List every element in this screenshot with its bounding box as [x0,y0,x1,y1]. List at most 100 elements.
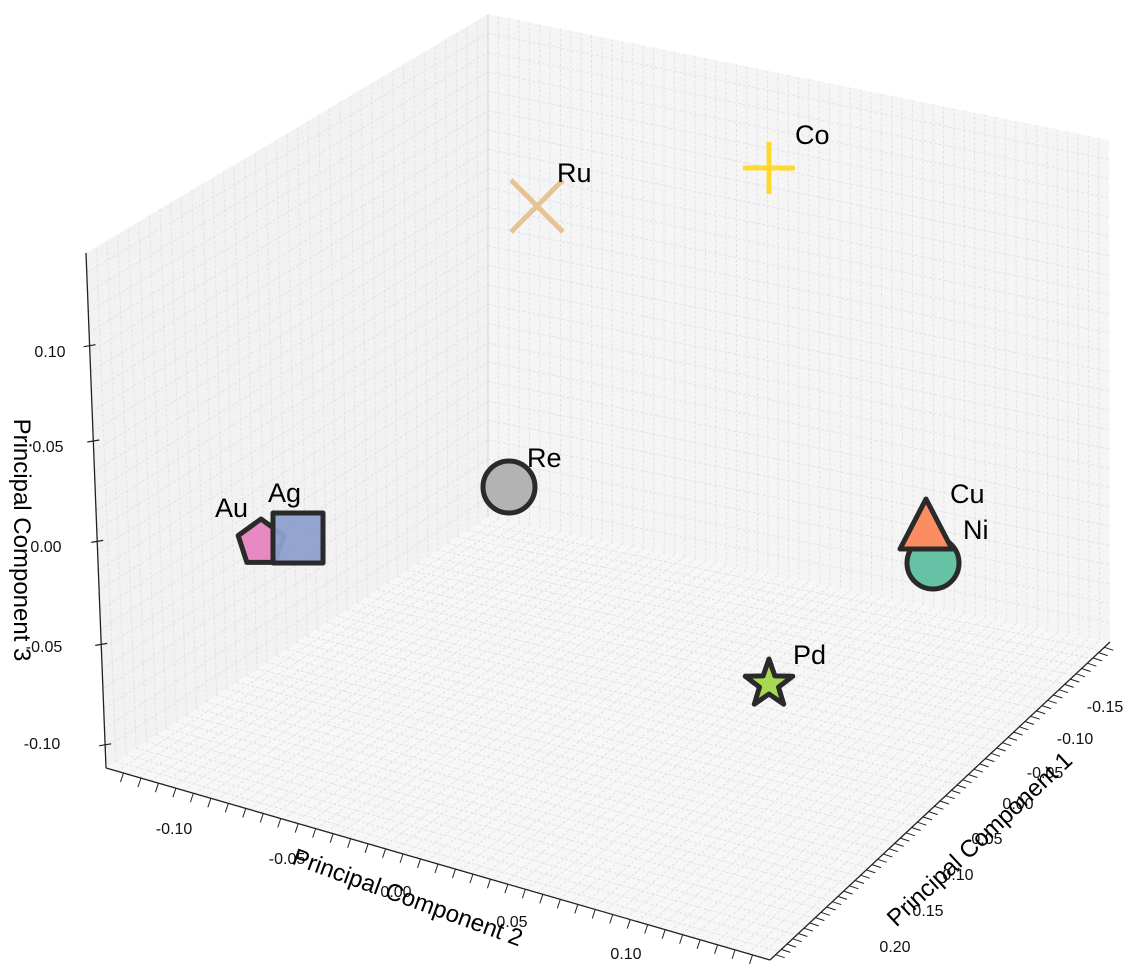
floor-gridline [186,714,842,894]
right-pane-gridline [487,226,1110,353]
z-axis-major-tick [91,539,104,543]
y-axis-minor-tick [277,818,282,828]
floor-gridline [216,537,592,801]
left-pane-gridline [104,497,489,749]
x-axis-minor-tick [1081,668,1091,672]
left-pane-gridline [88,90,489,333]
left-pane-gridline [101,400,489,650]
floor-gridline [138,522,520,779]
right-pane-gridline [487,381,1110,508]
left-pane-gridline [201,183,218,696]
floor-gridline [477,523,1102,651]
y-axis-minor-tick [347,838,352,848]
pd-marker [742,656,796,707]
x-axis-minor-tick [1075,673,1086,678]
x-axis-minor-tick [1007,736,1018,741]
au-label: Au [215,493,248,523]
floor-gridline [426,577,789,862]
left-pane-gridline [445,39,449,544]
floor-gridline [176,721,833,902]
co-label: Co [795,120,830,150]
y-axis-minor-tick [417,858,422,869]
floor-gridline [447,542,1075,676]
left-pane-gridline [339,102,348,610]
left-pane-gridline [223,171,238,683]
y-axis-minor-tick [486,878,491,889]
right-pane-gridline [1098,137,1101,640]
y-axis-minor-tick [119,772,124,783]
x-axis-minor-tick [1087,662,1097,667]
right-pane-gridline [487,187,1110,315]
x-axis-minor-tick [888,848,899,853]
floor-gridline [127,520,510,775]
right-pane-gridline [487,458,1110,585]
z-axis-major-tick [87,439,100,443]
left-pane-gridline [87,52,489,294]
left-pane-gridline [381,76,388,584]
z-axis-major-tick [99,743,112,747]
x-axis-minor-tick [968,774,978,778]
floor-gridline [570,604,924,903]
left-pane-gridline [371,83,378,590]
ru-marker [509,178,565,234]
y-axis-minor-tick [714,944,719,955]
floor-gridline [347,608,985,760]
floor-gridline [467,529,1093,660]
x-axis-minor-tick [786,943,797,948]
left-pane-gridline [97,303,489,551]
x-axis-minor-tick [1104,646,1114,651]
z-axis-line [85,252,107,769]
y-axis-minor-tick [172,788,177,798]
right-pane-gridline [487,497,1111,624]
y-axis-minor-tick [504,884,509,894]
floor-gridline [725,633,1069,948]
y-axis-minor-tick [696,939,701,949]
floor-gridline [387,582,1021,727]
right-pane-gridline [487,206,1110,334]
x-axis-minor-tick [843,890,853,895]
left-pane-gridline [349,95,358,603]
floor-gridline [226,688,878,861]
y-axis-minor-tick [451,868,456,879]
x-axis-minor-tick [877,858,887,863]
x-tick-label: 0.00 [1002,796,1033,813]
left-pane-gridline [180,196,197,709]
floor-gridline [397,575,1030,718]
y-axis-minor-tick [382,848,387,859]
x-axis-minor-tick [854,880,865,884]
floor-gridline [367,595,1003,743]
left-pane-gridline [424,51,429,557]
y-axis-minor-tick [591,909,596,919]
left-pane-gridline [89,110,489,353]
floor-gridline [636,616,986,922]
floor-gridline [304,554,675,827]
floor-gridline [404,572,769,855]
floor-gridline [315,556,686,830]
x-axis-minor-tick [979,763,989,768]
y-tick-label: 0.00 [380,884,411,901]
floor-gridline [457,536,1084,668]
left-pane-gridline [102,439,489,690]
floor-gridline [470,585,831,874]
x-axis-minor-tick [928,811,938,816]
right-pane-gridline [1015,121,1018,624]
y-tick-label: -0.10 [156,821,193,838]
y-axis-minor-tick [242,808,247,818]
floor-gridline [206,701,860,877]
z-tick-label: -0.10 [24,736,61,753]
floor-gridline [149,524,530,782]
x-axis-minor-tick [894,842,904,847]
floor-gridline [156,734,815,919]
y-axis-minor-tick [521,889,526,899]
x-axis-minor-tick [798,933,808,937]
data-points: Ru Co Re Au Ag Pd Ni Cu [215,120,989,707]
x-axis-minor-tick [860,874,870,879]
ru-label: Ru [557,158,592,188]
left-pane-gridline [98,342,489,591]
re-marker [480,458,538,516]
floor-gridline [249,543,624,811]
floor-gridline [382,568,748,849]
right-pane-gridline [487,148,1110,276]
y-axis-minor-tick [749,954,754,964]
right-pane-gridline [487,323,1110,450]
